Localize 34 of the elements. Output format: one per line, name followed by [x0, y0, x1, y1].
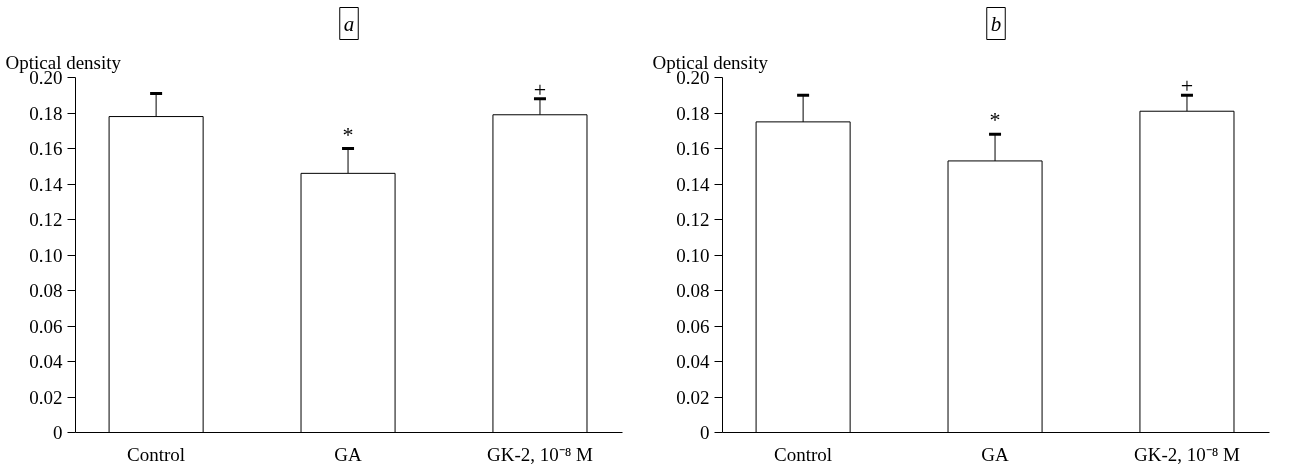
y-axis-title: Optical density — [5, 51, 122, 73]
y-tick-label: 0.10 — [29, 244, 63, 266]
chart-title: a — [343, 11, 355, 36]
y-tick-label: 0.18 — [676, 102, 710, 124]
y-tick-label: 0.14 — [676, 173, 710, 195]
annotation: * — [989, 107, 1001, 133]
y-tick-label: 0.12 — [29, 209, 63, 230]
x-tick-label: Control — [127, 443, 186, 465]
y-tick-label: 0.02 — [29, 386, 63, 408]
y-tick-label: 0.12 — [676, 209, 710, 230]
y-tick-label: 0.16 — [676, 138, 710, 159]
annotation: + — [533, 76, 547, 102]
x-tick-label: GA — [981, 443, 1010, 465]
y-tick-label: 0.14 — [29, 173, 63, 195]
annotation: * — [342, 121, 354, 147]
y-tick-label: 0.08 — [676, 280, 710, 301]
y-tick-label: 0.18 — [29, 102, 63, 124]
y-tick-label: 0.04 — [29, 351, 63, 372]
x-tick-label: GA — [334, 443, 363, 465]
y-tick-label: 0.16 — [29, 138, 63, 159]
annotation: + — [1180, 73, 1194, 99]
y-tick-label: 0.02 — [676, 386, 710, 408]
x-tick-label: Control — [774, 443, 833, 465]
y-tick-label: 0.06 — [676, 315, 710, 337]
y-axis-title: Optical density — [652, 51, 769, 73]
y-tick-label: 0.08 — [29, 280, 63, 301]
chart-title: b — [990, 11, 1002, 36]
x-tick-label: GK-2, 10⁻⁸ M — [1133, 443, 1241, 465]
y-tick-label: 0.04 — [676, 351, 710, 372]
y-tick-label: 0.06 — [29, 315, 63, 337]
y-tick-label: 0 — [53, 422, 63, 443]
y-tick-label: 0 — [700, 422, 710, 443]
x-tick-label: GK-2, 10⁻⁸ M — [486, 443, 594, 465]
y-tick-label: 0.10 — [676, 244, 710, 266]
